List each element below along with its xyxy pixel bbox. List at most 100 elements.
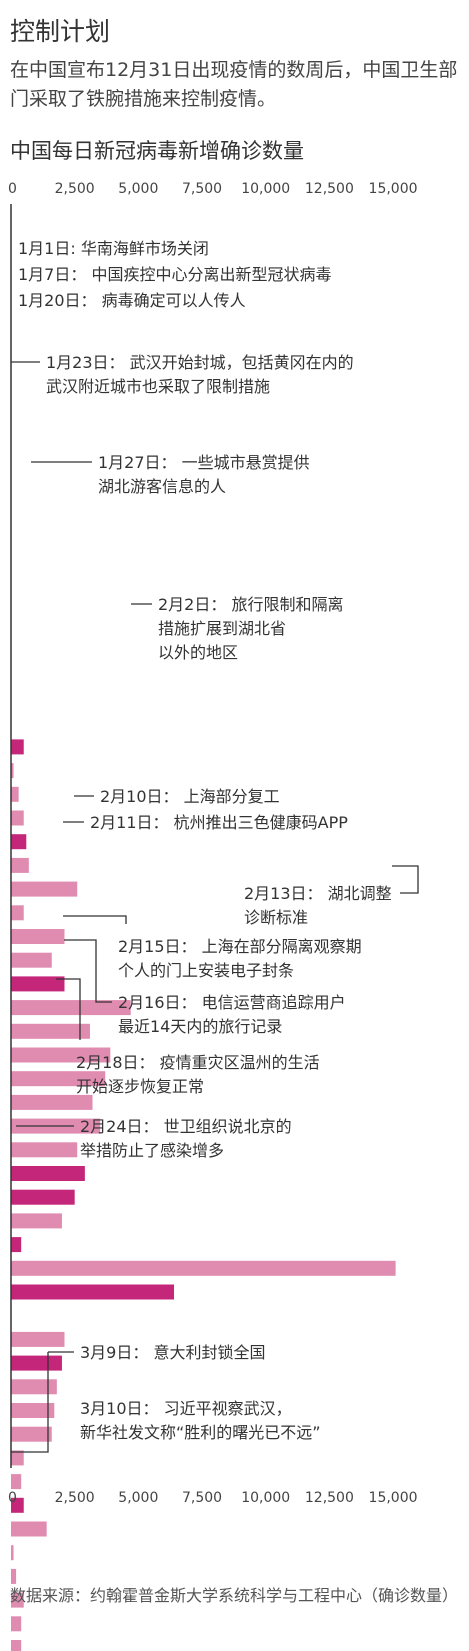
- annotation-label: 2月11日： 杭州推出三色健康码APP: [90, 813, 348, 832]
- annotation-leader: [11, 1352, 49, 1453]
- annotation-label: 3月10日： 习近平视察武汉， 新华社发文称“胜利的曙光已不远”: [80, 1399, 321, 1442]
- x-tick-label-top: 5,000: [118, 181, 158, 197]
- bar: [11, 1331, 65, 1347]
- x-tick-label-top: 10,000: [241, 181, 290, 197]
- annotation-label: 2月2日： 旅行限制和隔离措施扩展到湖北省以外的地区: [158, 595, 343, 662]
- page-subtitle: 在中国宣布12月31日出现疫情的数周后，中国卫生部门采取了铁腕措施来控制疫情。: [10, 59, 458, 110]
- bar: [11, 1094, 93, 1110]
- annotation-label: 2月18日： 疫情重灾区温州的生活开始逐步恢复正常: [76, 1053, 320, 1096]
- annotation-line: 个人的门上安装电子封条: [118, 961, 294, 980]
- chart-title: 中国每日新冠病毒新增确诊数量: [10, 139, 304, 163]
- bar: [11, 881, 78, 897]
- annotation-label: 1月27日： 一些城市悬赏提供湖北游客信息的人: [98, 453, 310, 496]
- bar: [11, 905, 24, 921]
- annotation-line: 3月9日： 意大利封锁全国: [80, 1343, 265, 1362]
- annotation-line: 以外的地区: [158, 643, 238, 662]
- annotation-line: 1月23日： 武汉开始封城，包括黄冈在内的: [46, 353, 354, 372]
- x-tick-label-bottom: 15,000: [369, 1490, 418, 1506]
- annotation-line: 1月1日: 华南海鲜市场关闭: [18, 239, 209, 258]
- page-title: 控制计划: [10, 17, 111, 46]
- bar: [11, 1450, 24, 1466]
- annotation-line: 2月11日： 杭州推出三色健康码APP: [90, 813, 348, 832]
- bar: [11, 1568, 17, 1584]
- bar: [11, 929, 65, 944]
- x-tick-label-top: 7,500: [182, 181, 222, 197]
- x-tick-label-top: 0: [8, 181, 17, 197]
- annotation-label: 2月24日： 世卫组织说北京的举措防止了感染增多: [80, 1117, 292, 1160]
- annotation-label: 1月7日： 中国疾控中心分离出新型冠状病毒: [18, 265, 331, 284]
- annotation-line: 举措防止了感染增多: [80, 1141, 224, 1160]
- annotation-leader: [63, 915, 127, 924]
- annotation-line: 措施扩展到湖北省: [158, 619, 286, 638]
- bar: [11, 1142, 78, 1158]
- annotation-leaders: [11, 361, 419, 1453]
- x-tick-label-bottom: 2,500: [55, 1490, 95, 1506]
- bar: [11, 810, 24, 826]
- annotation-line: 开始逐步恢复正常: [76, 1077, 204, 1096]
- bar: [11, 1592, 24, 1608]
- annotation-label: 2月16日： 电信运营商追踪用户最近14天内的旅行记录: [118, 993, 346, 1036]
- annotation-label: 1月23日： 武汉开始封城，包括黄冈在内的武汉附近城市也采取了限制措施: [46, 353, 354, 396]
- annotation-line: 武汉附近城市也采取了限制措施: [46, 377, 270, 396]
- bar: [11, 1497, 24, 1513]
- annotation-line: 2月13日： 湖北调整: [244, 884, 392, 903]
- bar: [11, 1047, 111, 1063]
- annotation-line: 2月16日： 电信运营商追踪用户: [118, 993, 346, 1012]
- annotation-line: 1月7日： 中国疾控中心分离出新型冠状病毒: [18, 265, 331, 284]
- annotation-line: 诊断标准: [244, 908, 308, 927]
- bar: [11, 1260, 396, 1276]
- annotation-line: 2月10日： 上海部分复工: [100, 787, 280, 806]
- bar: [11, 1189, 75, 1205]
- annotation-line: 2月2日： 旅行限制和隔离: [158, 595, 343, 614]
- x-tick-label-bottom: 7,500: [182, 1490, 222, 1506]
- bar: [11, 1616, 22, 1632]
- bar: [11, 1403, 55, 1418]
- annotation-line: 1月20日： 病毒确定可以人传人: [18, 291, 246, 310]
- x-tick-label-top: 12,500: [305, 181, 354, 197]
- x-tick-label-top: 15,000: [369, 181, 418, 197]
- tick-labels: 0 2,500 5,000 7,500 10,000 12,500 15,000 0 2,500…: [8, 181, 418, 1506]
- bar: [11, 976, 65, 992]
- bar: [11, 786, 19, 802]
- annotation-line: 3月10日： 习近平视察武汉，: [80, 1399, 292, 1418]
- annotation-leader: [64, 939, 112, 1003]
- annotation-line: 新华社发文称“胜利的曙光已不远”: [80, 1423, 321, 1442]
- bar: [11, 1640, 22, 1651]
- annotation-label: 1月1日: 华南海鲜市场关闭: [18, 239, 209, 258]
- annotation-label: 2月15日： 上海在部分隔离观察期个人的门上安装电子封条: [118, 937, 362, 980]
- bar: [11, 1521, 47, 1537]
- bar: [11, 857, 29, 873]
- annotation-line: 最近14天内的旅行记录: [118, 1017, 282, 1036]
- bar: [11, 834, 27, 850]
- bar: [11, 1071, 106, 1087]
- bar: [11, 1474, 22, 1490]
- x-tick-label-bottom: 0: [8, 1490, 17, 1506]
- annotation-line: 2月18日： 疫情重灾区温州的生活: [76, 1053, 320, 1072]
- annotation-label: 1月20日： 病毒确定可以人传人: [18, 291, 246, 310]
- bar: [11, 1166, 85, 1181]
- annotation-line: 湖北游客信息的人: [98, 477, 226, 496]
- bar: [11, 1023, 90, 1039]
- bar: [11, 1426, 52, 1442]
- annotation-label: 2月13日： 湖北调整诊断标准: [244, 884, 392, 927]
- x-tick-label-top: 2,500: [55, 181, 95, 197]
- annotation-line: 2月24日： 世卫组织说北京的: [80, 1117, 292, 1136]
- bar: [11, 1237, 22, 1253]
- annotation-line: 1月27日： 一些城市悬赏提供: [98, 453, 310, 472]
- annotation-line: 2月15日： 上海在部分隔离观察期: [118, 937, 362, 956]
- bar: [11, 1355, 62, 1371]
- bar: [11, 1545, 14, 1561]
- bar: [11, 763, 14, 779]
- bar: [11, 1284, 175, 1300]
- bars-layer: [11, 739, 396, 1651]
- annotation-label: 2月10日： 上海部分复工: [100, 787, 280, 806]
- annotation-label: 3月9日： 意大利封锁全国: [80, 1343, 265, 1362]
- bar: [11, 1000, 131, 1016]
- bar: [11, 739, 24, 755]
- bar: [11, 952, 52, 968]
- annotation-labels: 1月1日: 华南海鲜市场关闭 1月7日： 中国疾控中心分离出新型冠状病毒 1月20日…: [18, 239, 392, 1442]
- source-note: 数据来源：约翰霍普金斯大学系统科学与工程中心（确诊数量）: [10, 1586, 459, 1605]
- x-tick-label-bottom: 5,000: [118, 1490, 158, 1506]
- x-tick-label-bottom: 10,000: [241, 1490, 290, 1506]
